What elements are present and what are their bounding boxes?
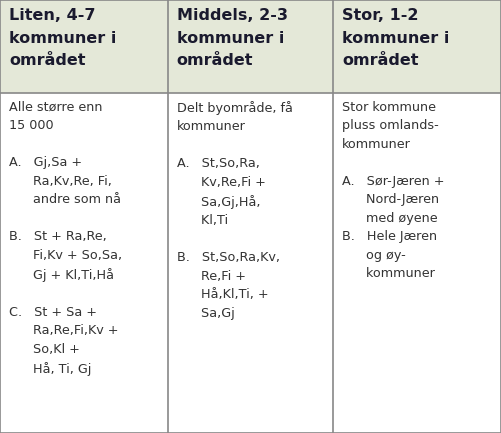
Text: Alle større enn
15 000

A.   Gj,Sa +
      Ra,Kv,Re, Fi,
      andre som nå

B. : Alle større enn 15 000 A. Gj,Sa + Ra,Kv,…: [9, 101, 122, 376]
Bar: [0, 0, 168, 93]
Text: Delt byområde, få
kommuner

A.   St,So,Ra,
      Kv,Re,Fi +
      Sa,Gj,Hå,
    : Delt byområde, få kommuner A. St,So,Ra, …: [177, 101, 293, 320]
Text: Stor, 1-2
kommuner i
området: Stor, 1-2 kommuner i området: [342, 8, 449, 68]
Bar: [333, 0, 501, 93]
Bar: [168, 0, 333, 93]
Bar: [168, 93, 333, 433]
Text: Middels, 2-3
kommuner i
området: Middels, 2-3 kommuner i området: [177, 8, 288, 68]
Bar: [0, 93, 168, 433]
Bar: [333, 93, 501, 433]
Text: Liten, 4-7
kommuner i
området: Liten, 4-7 kommuner i området: [9, 8, 116, 68]
Text: Stor kommune
pluss omlands-
kommuner

A.   Sør-Jæren +
      Nord-Jæren
      me: Stor kommune pluss omlands- kommuner A. …: [342, 101, 445, 281]
